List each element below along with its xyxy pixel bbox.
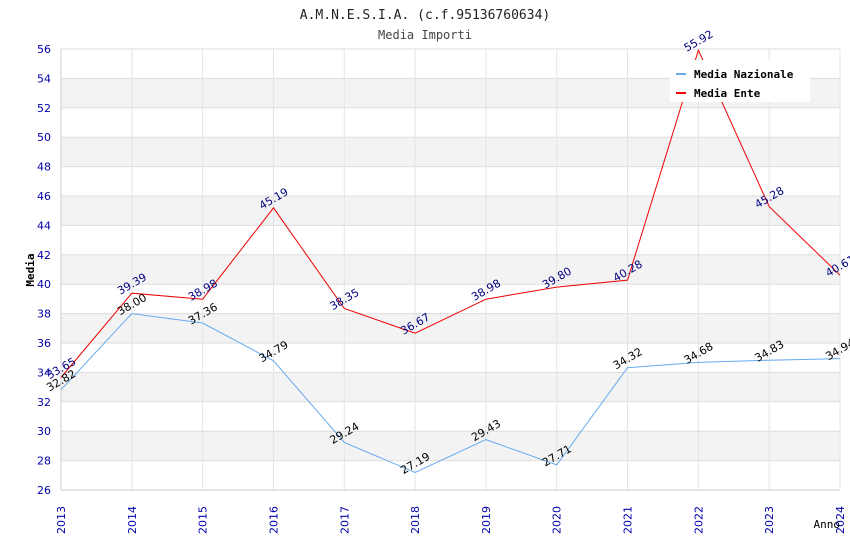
- x-axis-label: Anno: [814, 518, 841, 531]
- legend-box: [670, 60, 810, 102]
- x-tick-label: 2023: [763, 506, 776, 534]
- y-tick-label: 42: [37, 249, 51, 262]
- x-tick-label: 2017: [338, 506, 351, 534]
- legend: Media Nazionale Media Ente: [670, 60, 810, 102]
- x-tick-label: 2024: [834, 506, 847, 534]
- y-tick-label: 46: [37, 190, 51, 203]
- y-tick-label: 54: [37, 72, 51, 85]
- grid-band: [61, 137, 840, 167]
- y-axis-label: Media: [24, 253, 37, 286]
- y-tick-label: 56: [37, 43, 51, 56]
- y-tick-label: 40: [37, 278, 51, 291]
- grid-band: [61, 372, 840, 402]
- y-tick-label: 26: [37, 484, 51, 497]
- chart-subtitle: Media Importi: [378, 28, 472, 42]
- x-tick-label: 2021: [622, 506, 635, 534]
- y-tick-label: 44: [37, 219, 51, 232]
- x-tick-label: 2014: [126, 506, 139, 534]
- x-tick-label: 2019: [480, 506, 493, 534]
- y-tick-label: 38: [37, 308, 51, 321]
- y-tick-label: 50: [37, 131, 51, 144]
- y-tick-label: 36: [37, 337, 51, 350]
- chart-title: A.M.N.E.S.I.A. (c.f.95136760634): [300, 8, 550, 23]
- legend-label: Media Nazionale: [694, 68, 794, 81]
- legend-label: Media Ente: [694, 87, 761, 100]
- y-tick-label: 52: [37, 102, 51, 115]
- y-tick-labels: 26 28 30 32 34 36 38 40 42 44 46 48 50 52 54 56: [37, 43, 51, 497]
- x-tick-label: 2016: [267, 506, 280, 534]
- y-tick-label: 28: [37, 455, 51, 468]
- y-tick-label: 32: [37, 396, 51, 409]
- x-tick-label: 2015: [197, 506, 210, 534]
- grid-band: [61, 196, 840, 226]
- y-tick-label: 48: [37, 161, 51, 174]
- x-tick-label: 2022: [692, 506, 705, 534]
- series-line-0: [60, 313, 841, 474]
- grid-band: [61, 313, 840, 343]
- x-tick-label: 2020: [551, 506, 564, 534]
- grid-band: [61, 254, 840, 285]
- axes: [60, 49, 840, 491]
- grid-bands: [61, 78, 840, 461]
- y-tick-label: 30: [37, 425, 51, 438]
- x-tick-label: 2013: [55, 506, 68, 534]
- x-tick-labels: 2013 2014 2015 2016 2017 2018 2019 2020 2021 2022…: [55, 506, 847, 534]
- x-tick-label: 2018: [409, 506, 422, 534]
- y-tick-label: 34: [37, 366, 51, 379]
